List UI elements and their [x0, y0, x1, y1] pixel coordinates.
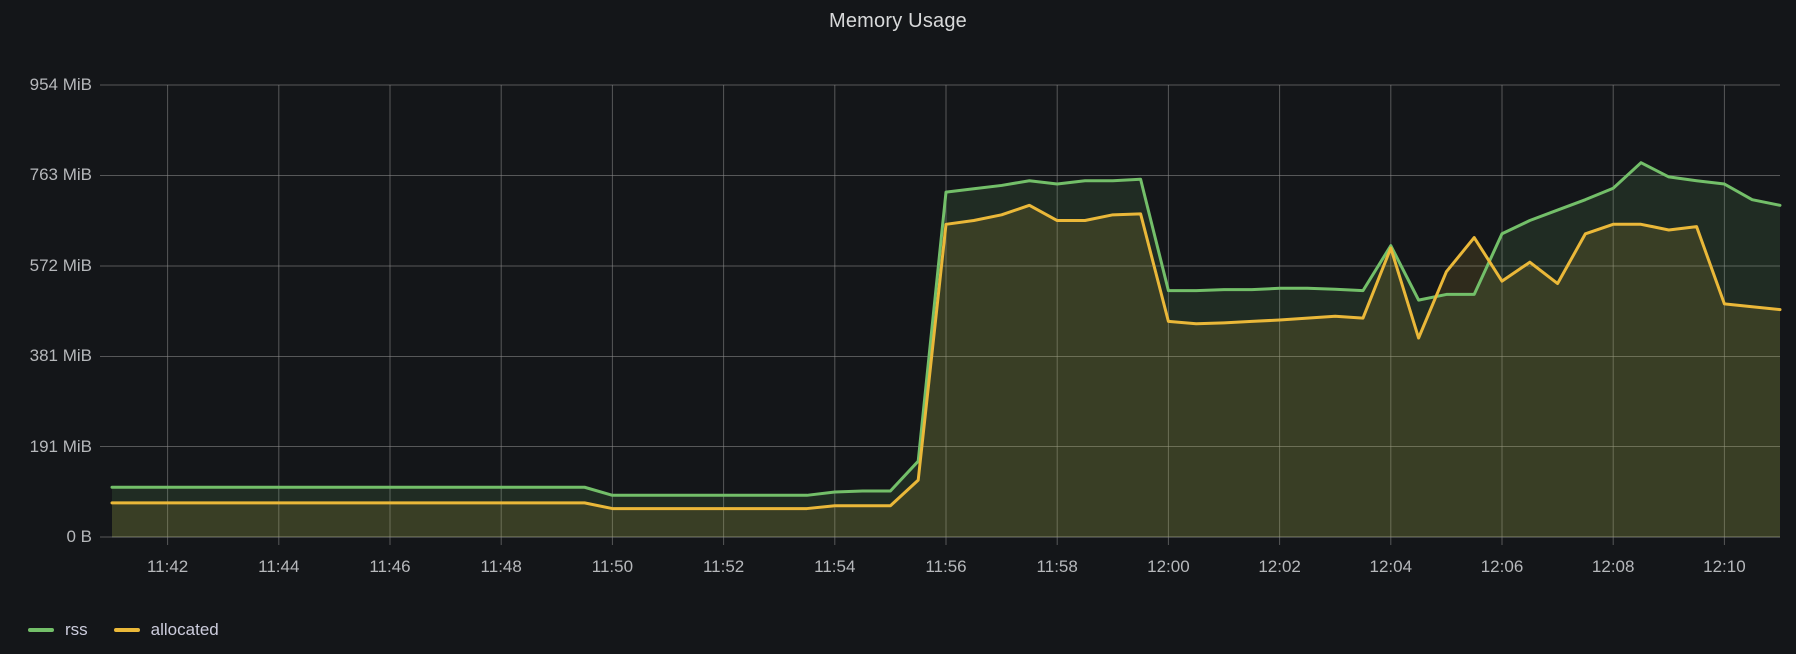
y-axis-tick-label: 191 MiB [29, 436, 92, 456]
x-axis-tick-label: 12:06 [1480, 557, 1524, 576]
y-axis-tick-label: 0 B [66, 527, 92, 546]
series-fill-allocated [112, 205, 1780, 537]
x-axis-tick-label: 11:50 [591, 557, 634, 576]
legend-swatch-allocated [113, 628, 140, 632]
legend-label-rss: rss [65, 620, 88, 639]
chart-legend[interactable]: rss allocated [28, 620, 219, 640]
x-axis-tick-label: 11:54 [814, 557, 856, 576]
legend-item-allocated[interactable]: allocated [113, 620, 219, 640]
x-axis-tick-label: 11:56 [925, 557, 967, 576]
x-axis-tick-label: 11:48 [480, 557, 522, 576]
y-axis-tick-label: 763 MiB [29, 165, 92, 185]
y-axis-tick-label: 572 MiB [29, 255, 92, 275]
series-fill-rss [112, 162, 1780, 537]
y-axis-tick-label: 381 MiB [29, 346, 92, 366]
x-axis-tick-label: 12:04 [1369, 557, 1413, 576]
y-axis-tick-label: 954 MiB [29, 75, 92, 94]
series-line-rss [110, 161, 1782, 497]
series-line-allocated [110, 203, 1782, 511]
series-paths [110, 161, 1782, 537]
x-axis-tick-label: 11:46 [369, 557, 411, 576]
x-axis-tick-label: 11:44 [258, 557, 300, 576]
legend-item-rss[interactable]: rss [28, 620, 88, 640]
page-title: Memory Usage [829, 10, 967, 32]
legend-label-allocated: allocated [150, 620, 219, 639]
x-axis-tick-label: 11:58 [1036, 557, 1078, 576]
x-axis-tick-label: 11:52 [702, 557, 745, 576]
grid-lines [100, 84, 1780, 545]
x-axis-tick-label: 12:00 [1147, 557, 1190, 576]
x-axis-tick-label: 11:42 [146, 557, 189, 576]
legend-swatch-rss [28, 628, 54, 632]
x-axis-tick-label: 12:08 [1591, 557, 1635, 576]
x-axis-tick-label: 12:10 [1703, 557, 1746, 576]
x-axis-tick-label: 12:02 [1258, 557, 1301, 576]
